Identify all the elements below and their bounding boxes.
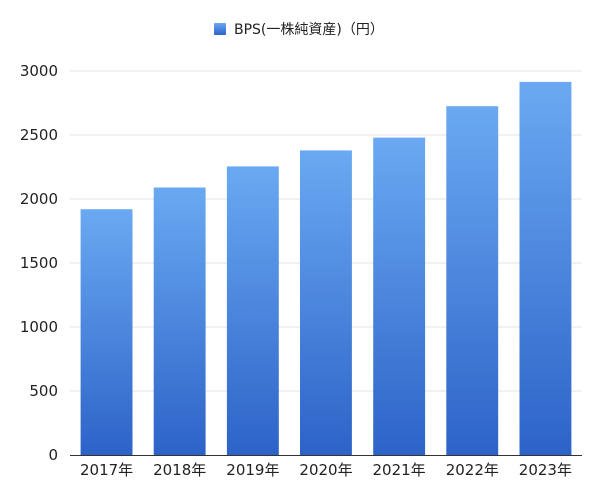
bar-2019年 xyxy=(226,166,279,455)
legend: BPS(一株純資産)（円） xyxy=(214,22,384,38)
y-tick-label: 2500 xyxy=(20,126,58,144)
y-tick-label: 3000 xyxy=(20,62,58,80)
x-tick-label: 2023年 xyxy=(519,461,572,479)
y-tick-label: 1000 xyxy=(20,318,58,336)
legend-swatch xyxy=(214,23,226,35)
bar-2022年 xyxy=(446,106,499,455)
bars xyxy=(80,81,572,456)
x-tick-label: 2022年 xyxy=(446,461,499,479)
x-tick-label: 2018年 xyxy=(153,461,206,479)
y-tick-label: 2000 xyxy=(20,190,58,208)
y-tick-label: 500 xyxy=(29,382,58,400)
x-tick-label: 2020年 xyxy=(299,461,352,479)
bar-2021年 xyxy=(373,137,426,455)
bar-2018年 xyxy=(153,187,206,455)
x-axis-tick-labels: 2017年 2018年 2019年 2020年 2021年 2022年 2023年 xyxy=(80,461,572,479)
x-tick-label: 2021年 xyxy=(373,461,426,479)
legend-label: BPS(一株純資産)（円） xyxy=(234,22,384,38)
bar-2020年 xyxy=(300,150,352,455)
x-tick-label: 2019年 xyxy=(226,461,279,479)
y-tick-label: 0 xyxy=(48,446,58,464)
bar-2017年 xyxy=(80,209,133,455)
y-axis-tick-labels: 0 500 1000 1500 2000 2500 3000 xyxy=(20,62,58,464)
x-tick-label: 2017年 xyxy=(80,461,133,479)
bar-2023年 xyxy=(519,81,572,456)
y-tick-label: 1500 xyxy=(20,254,58,272)
